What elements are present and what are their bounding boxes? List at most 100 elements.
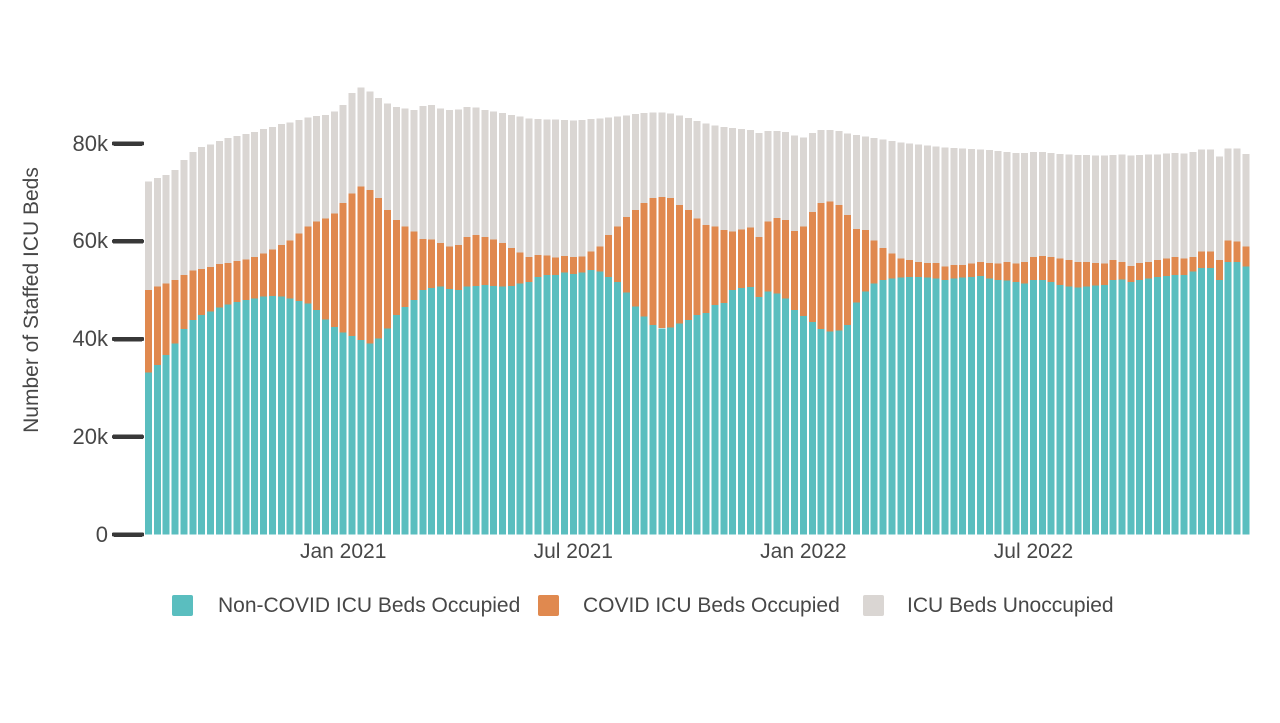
- bar-segment-covid-icu-beds-occupied-2020-09-04[interactable]: [189, 270, 197, 320]
- bar-segment-non-covid-icu-beds-occupied-2021-03-05[interactable]: [419, 290, 427, 535]
- bar-segment-non-covid-icu-beds-occupied-2021-10-15[interactable]: [702, 313, 710, 535]
- bar-segment-icu-beds-unoccupied-2021-11-05[interactable]: [729, 127, 737, 232]
- bar-segment-covid-icu-beds-occupied-2022-04-22[interactable]: [941, 266, 949, 280]
- bar-segment-icu-beds-unoccupied-2021-06-25[interactable]: [560, 120, 568, 256]
- bar-segment-covid-icu-beds-occupied-2022-01-21[interactable]: [826, 201, 834, 332]
- bar-segment-covid-icu-beds-occupied-2022-03-11[interactable]: [888, 253, 896, 279]
- bar-segment-icu-beds-unoccupied-2020-09-11[interactable]: [198, 146, 206, 270]
- bar-segment-icu-beds-unoccupied-2020-09-25[interactable]: [215, 141, 223, 265]
- bar-segment-icu-beds-unoccupied-2022-03-18[interactable]: [897, 142, 905, 259]
- bar-segment-icu-beds-unoccupied-2021-08-27[interactable]: [640, 113, 648, 204]
- bar-segment-non-covid-icu-beds-occupied-2022-11-04[interactable]: [1189, 271, 1197, 535]
- bar-segment-icu-beds-unoccupied-2022-01-28[interactable]: [835, 130, 843, 206]
- bar-segment-icu-beds-unoccupied-2021-06-11[interactable]: [543, 119, 551, 256]
- bar-segment-icu-beds-unoccupied-2021-04-23[interactable]: [481, 109, 489, 237]
- bar-segment-non-covid-icu-beds-occupied-2022-03-04[interactable]: [879, 279, 887, 535]
- bar-segment-covid-icu-beds-occupied-2021-07-30[interactable]: [605, 234, 613, 277]
- bar-segment-icu-beds-unoccupied-2022-10-28[interactable]: [1180, 153, 1188, 259]
- bar-segment-non-covid-icu-beds-occupied-2022-11-18[interactable]: [1207, 268, 1214, 535]
- bar-segment-icu-beds-unoccupied-2021-08-20[interactable]: [631, 114, 639, 210]
- bar-segment-icu-beds-unoccupied-2021-10-29[interactable]: [720, 126, 728, 231]
- bar-segment-non-covid-icu-beds-occupied-2022-08-26[interactable]: [1100, 285, 1108, 535]
- bar-segment-covid-icu-beds-occupied-2022-09-09[interactable]: [1118, 261, 1126, 280]
- bar-segment-non-covid-icu-beds-occupied-2022-12-16[interactable]: [1242, 266, 1250, 535]
- bar-segment-icu-beds-unoccupied-2021-01-08[interactable]: [348, 93, 356, 194]
- bar-segment-icu-beds-unoccupied-2021-10-22[interactable]: [711, 125, 719, 227]
- bar-segment-icu-beds-unoccupied-2021-01-29[interactable]: [375, 98, 383, 199]
- bar-segment-covid-icu-beds-occupied-2020-10-09[interactable]: [233, 260, 241, 302]
- bar-segment-non-covid-icu-beds-occupied-2022-02-11[interactable]: [853, 302, 860, 535]
- bar-segment-non-covid-icu-beds-occupied-2022-02-25[interactable]: [870, 283, 878, 535]
- bar-segment-non-covid-icu-beds-occupied-2022-09-02[interactable]: [1109, 279, 1117, 535]
- bar-segment-icu-beds-unoccupied-2021-10-01[interactable]: [684, 118, 692, 210]
- bar-segment-icu-beds-unoccupied-2022-11-04[interactable]: [1189, 151, 1197, 257]
- bar-segment-icu-beds-unoccupied-2021-03-05[interactable]: [419, 105, 427, 239]
- bar-segment-icu-beds-unoccupied-2022-07-15[interactable]: [1047, 152, 1055, 257]
- bar-segment-covid-icu-beds-occupied-2021-01-29[interactable]: [375, 198, 383, 339]
- bar-segment-non-covid-icu-beds-occupied-2021-04-02[interactable]: [454, 290, 462, 535]
- bar-segment-icu-beds-unoccupied-2022-11-18[interactable]: [1207, 149, 1214, 252]
- bar-segment-icu-beds-unoccupied-2022-07-29[interactable]: [1065, 154, 1073, 260]
- bar-segment-icu-beds-unoccupied-2021-12-10[interactable]: [773, 130, 781, 218]
- bar-segment-covid-icu-beds-occupied-2021-12-24[interactable]: [791, 230, 799, 311]
- bar-segment-icu-beds-unoccupied-2021-11-26[interactable]: [755, 132, 763, 237]
- bar-segment-non-covid-icu-beds-occupied-2020-10-02[interactable]: [224, 304, 232, 535]
- bar-segment-icu-beds-unoccupied-2020-11-06[interactable]: [268, 126, 276, 250]
- bar-segment-icu-beds-unoccupied-2021-05-14[interactable]: [507, 115, 515, 249]
- bar-segment-icu-beds-unoccupied-2021-04-02[interactable]: [454, 109, 462, 246]
- bar-segment-non-covid-icu-beds-occupied-2022-01-28[interactable]: [835, 330, 843, 535]
- bar-segment-non-covid-icu-beds-occupied-2022-09-16[interactable]: [1127, 281, 1135, 535]
- bar-segment-non-covid-icu-beds-occupied-2020-11-27[interactable]: [295, 300, 303, 535]
- bar-segment-non-covid-icu-beds-occupied-2022-10-21[interactable]: [1171, 274, 1179, 535]
- bar-segment-covid-icu-beds-occupied-2020-12-11[interactable]: [313, 221, 321, 311]
- bar-segment-icu-beds-unoccupied-2021-10-15[interactable]: [702, 123, 710, 226]
- bar-segment-covid-icu-beds-occupied-2022-08-05[interactable]: [1074, 261, 1082, 288]
- bar-segment-non-covid-icu-beds-occupied-2022-11-11[interactable]: [1198, 268, 1206, 535]
- bar-segment-covid-icu-beds-occupied-2021-07-23[interactable]: [596, 246, 604, 272]
- bar-segment-icu-beds-unoccupied-2022-10-14[interactable]: [1162, 153, 1170, 259]
- bar-segment-icu-beds-unoccupied-2021-07-09[interactable]: [578, 120, 586, 257]
- bar-segment-non-covid-icu-beds-occupied-2020-10-16[interactable]: [242, 299, 250, 535]
- bar-segment-covid-icu-beds-occupied-2021-11-19[interactable]: [746, 227, 754, 288]
- bar-segment-icu-beds-unoccupied-2020-11-27[interactable]: [295, 120, 303, 234]
- bar-segment-covid-icu-beds-occupied-2020-12-18[interactable]: [322, 218, 329, 320]
- bar-segment-non-covid-icu-beds-occupied-2020-08-21[interactable]: [171, 343, 179, 535]
- bar-segment-covid-icu-beds-occupied-2021-07-02[interactable]: [569, 256, 577, 274]
- bar-segment-covid-icu-beds-occupied-2021-05-21[interactable]: [516, 252, 524, 284]
- bar-segment-covid-icu-beds-occupied-2020-11-20[interactable]: [286, 240, 294, 299]
- bar-segment-covid-icu-beds-occupied-2020-10-30[interactable]: [260, 253, 268, 297]
- bar-segment-covid-icu-beds-occupied-2020-10-16[interactable]: [242, 259, 250, 300]
- bar-segment-non-covid-icu-beds-occupied-2021-07-30[interactable]: [605, 276, 613, 535]
- bar-segment-non-covid-icu-beds-occupied-2020-10-30[interactable]: [260, 296, 268, 535]
- bar-segment-non-covid-icu-beds-occupied-2022-12-02[interactable]: [1224, 261, 1232, 535]
- bar-segment-covid-icu-beds-occupied-2021-05-14[interactable]: [507, 248, 515, 287]
- bar-segment-icu-beds-unoccupied-2022-04-22[interactable]: [941, 147, 949, 267]
- bar-segment-covid-icu-beds-occupied-2022-11-11[interactable]: [1198, 251, 1206, 269]
- bar-segment-icu-beds-unoccupied-2022-05-06[interactable]: [959, 148, 967, 266]
- bar-segment-covid-icu-beds-occupied-2021-08-06[interactable]: [614, 226, 622, 282]
- bar-segment-icu-beds-unoccupied-2022-09-16[interactable]: [1127, 155, 1135, 267]
- bar-segment-icu-beds-unoccupied-2021-07-30[interactable]: [605, 117, 613, 235]
- bar-segment-covid-icu-beds-occupied-2021-10-08[interactable]: [693, 218, 701, 316]
- bar-segment-covid-icu-beds-occupied-2022-04-01[interactable]: [914, 261, 922, 277]
- bar-segment-icu-beds-unoccupied-2021-12-31[interactable]: [799, 137, 807, 227]
- bar-segment-non-covid-icu-beds-occupied-2021-11-26[interactable]: [755, 296, 763, 535]
- bar-segment-non-covid-icu-beds-occupied-2021-10-22[interactable]: [711, 304, 719, 535]
- bar-segment-non-covid-icu-beds-occupied-2021-04-23[interactable]: [481, 285, 489, 535]
- bar-segment-icu-beds-unoccupied-2020-12-11[interactable]: [313, 116, 321, 222]
- bar-segment-icu-beds-unoccupied-2022-03-11[interactable]: [888, 141, 896, 254]
- bar-segment-non-covid-icu-beds-occupied-2020-09-25[interactable]: [215, 307, 223, 535]
- bar-segment-covid-icu-beds-occupied-2021-04-23[interactable]: [481, 236, 489, 286]
- bar-segment-covid-icu-beds-occupied-2022-05-27[interactable]: [985, 262, 993, 279]
- bar-segment-non-covid-icu-beds-occupied-2021-09-03[interactable]: [649, 324, 657, 535]
- bar-segment-non-covid-icu-beds-occupied-2021-04-09[interactable]: [463, 286, 471, 535]
- bar-segment-icu-beds-unoccupied-2022-12-09[interactable]: [1233, 148, 1241, 242]
- bar-segment-icu-beds-unoccupied-2022-07-01[interactable]: [1030, 151, 1037, 257]
- bar-segment-covid-icu-beds-occupied-2022-04-08[interactable]: [923, 262, 931, 278]
- bar-segment-covid-icu-beds-occupied-2021-03-05[interactable]: [419, 238, 427, 291]
- bar-segment-icu-beds-unoccupied-2021-11-12[interactable]: [737, 128, 745, 230]
- bar-segment-covid-icu-beds-occupied-2021-09-10[interactable]: [658, 196, 666, 329]
- bar-segment-covid-icu-beds-occupied-2021-11-26[interactable]: [755, 236, 763, 297]
- bar-segment-non-covid-icu-beds-occupied-2022-01-14[interactable]: [817, 329, 825, 535]
- bar-segment-non-covid-icu-beds-occupied-2022-04-08[interactable]: [923, 277, 931, 535]
